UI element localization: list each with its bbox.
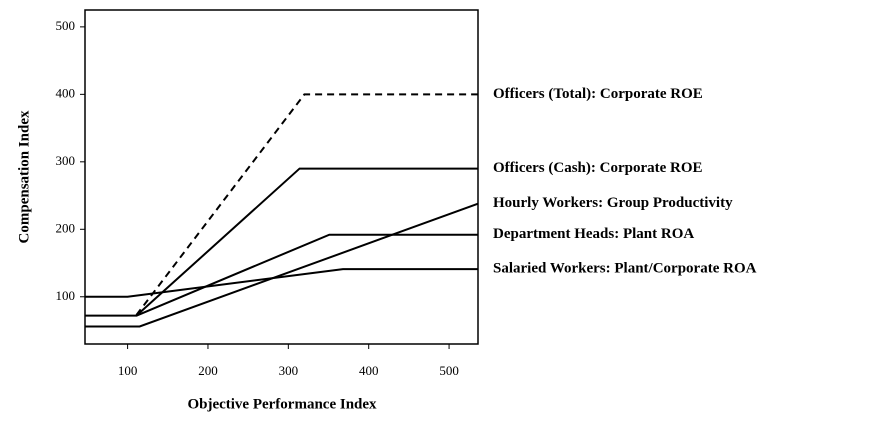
series-line (136, 233, 478, 317)
y-tick-label: 400 (56, 85, 76, 100)
x-tick-label: 400 (359, 363, 379, 378)
series-label: Department Heads: Plant ROA (493, 226, 694, 242)
x-tick-label: 100 (118, 363, 138, 378)
series-line (85, 202, 479, 328)
y-tick-label: 300 (56, 153, 76, 168)
y-tick-label: 200 (56, 220, 76, 235)
series-label: Salaried Workers: Plant/Corporate ROA (493, 261, 757, 277)
y-axis-title: Compensation Index (16, 110, 32, 243)
x-axis-title: Objective Performance Index (187, 396, 377, 412)
x-tick-label: 200 (198, 363, 218, 378)
plot-frame (84, 9, 479, 345)
x-tick-label: 300 (279, 363, 299, 378)
series-line (85, 167, 478, 317)
series-line (135, 93, 478, 316)
series-label: Hourly Workers: Group Productivity (493, 195, 733, 211)
x-tick-label: 500 (439, 363, 459, 378)
y-tick-label: 500 (56, 18, 76, 33)
series-label: Officers (Cash): Corporate ROE (493, 160, 703, 176)
series-label: Officers (Total): Corporate ROE (493, 86, 703, 102)
y-tick-label: 100 (56, 288, 76, 303)
series-line (85, 268, 478, 298)
